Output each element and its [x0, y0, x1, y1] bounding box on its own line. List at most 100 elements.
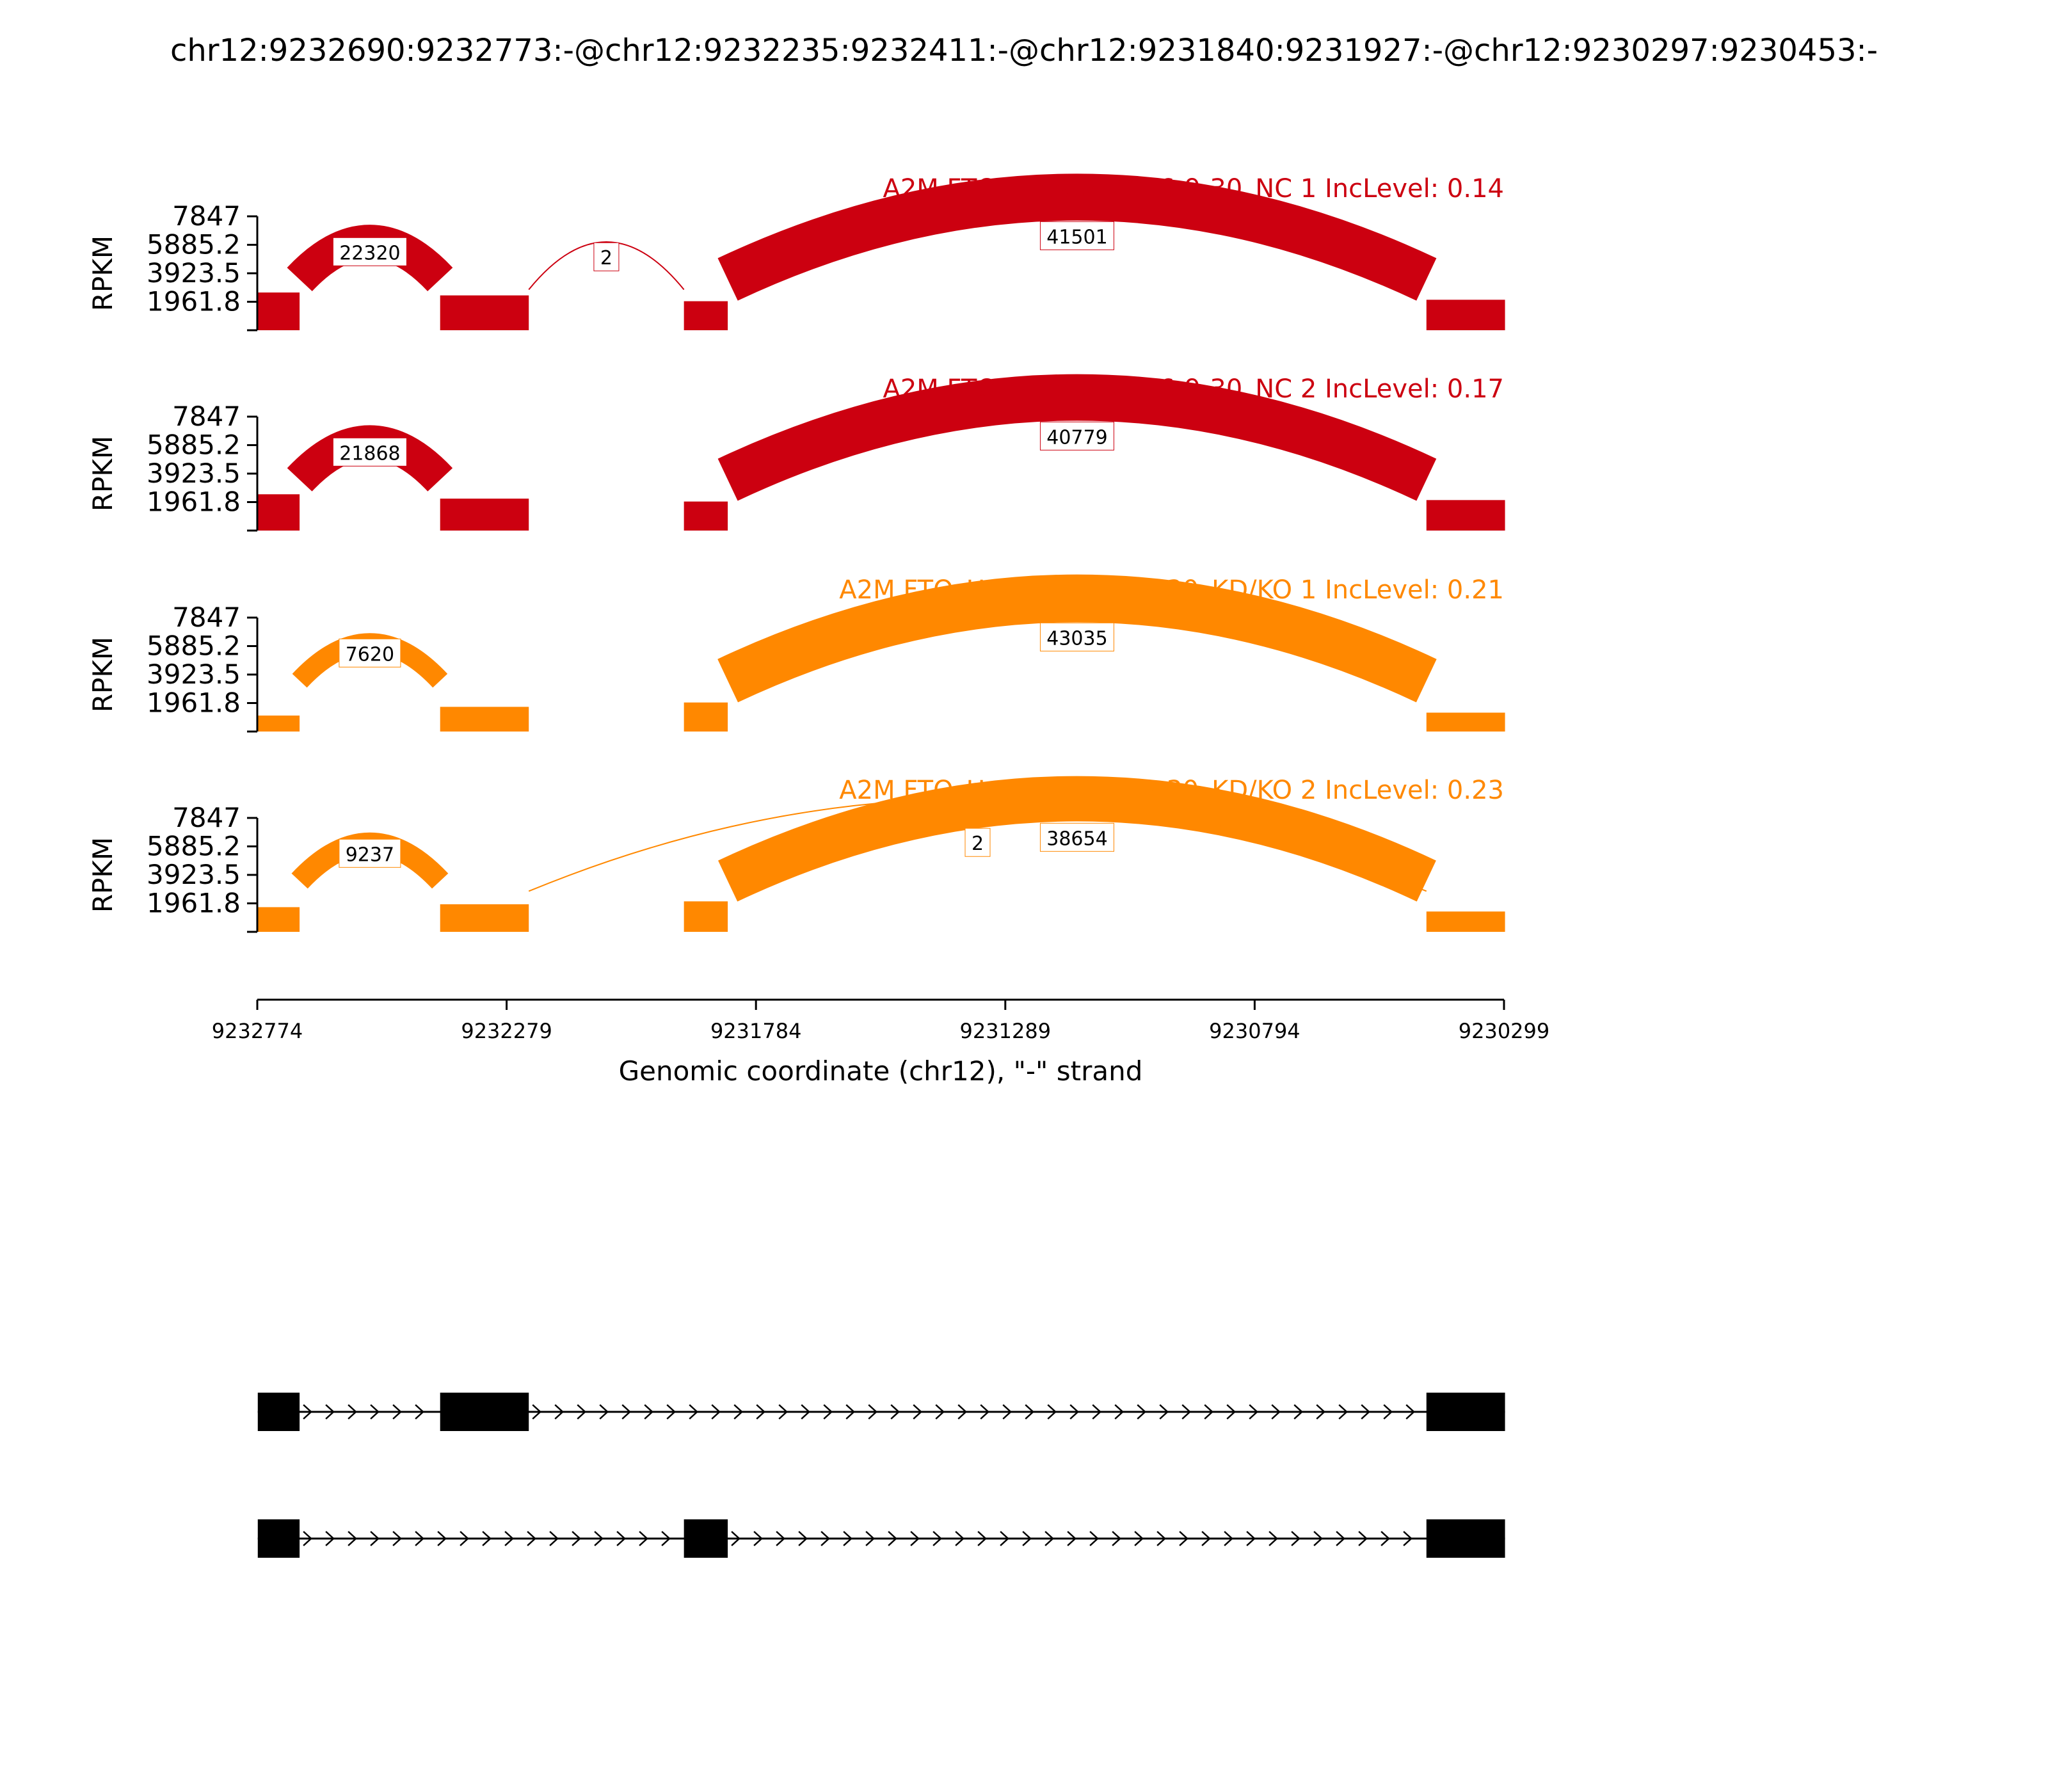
isoform-structures — [257, 1393, 1505, 1558]
strand-chevron-icon — [1338, 1404, 1348, 1420]
strand-chevron-icon — [1224, 1531, 1233, 1546]
exon-coverage-bar — [684, 901, 728, 932]
strand-chevron-icon — [1201, 1531, 1211, 1546]
junction-arc — [717, 574, 1437, 703]
exon-coverage-bar — [684, 702, 728, 732]
exon-coverage-bar — [440, 904, 529, 932]
junction-count-label: 38654 — [1046, 828, 1107, 850]
strand-chevron-icon — [733, 1404, 744, 1420]
strand-chevron-icon — [910, 1531, 920, 1546]
x-tick-label: 9232774 — [212, 1019, 303, 1043]
junction-count-label: 21868 — [339, 442, 400, 465]
junction-count-label: 9237 — [346, 844, 394, 866]
junction-arc — [528, 798, 1427, 892]
y-tick-label: 1961.8 — [147, 887, 241, 918]
strand-chevron-icon — [415, 1531, 424, 1546]
y-tick-label: 1961.8 — [147, 687, 241, 718]
strand-chevron-icon — [890, 1404, 900, 1420]
strand-chevron-icon — [1089, 1531, 1099, 1546]
strand-chevron-icon — [1403, 1531, 1412, 1546]
x-tick-label: 9231784 — [710, 1019, 802, 1043]
strand-chevron-icon — [460, 1531, 469, 1546]
y-tick-label: 7847 — [172, 401, 241, 432]
exon-block — [684, 1519, 728, 1558]
strand-chevron-icon — [756, 1404, 766, 1420]
junction-count-label: 41501 — [1046, 226, 1107, 248]
y-tick-label: 1961.8 — [147, 285, 241, 317]
track-3: 7620 43035 A2M FTO_HepG2_2016-9-30_KD/KO 1… — [87, 574, 1505, 733]
strand-chevron-icon — [572, 1531, 581, 1546]
strand-chevron-icon — [776, 1531, 785, 1546]
strand-chevron-icon — [644, 1404, 654, 1420]
junction-arc — [717, 173, 1437, 301]
strand-chevron-icon — [1044, 1531, 1054, 1546]
strand-chevron-icon — [845, 1404, 856, 1420]
y-tick-label: 1961.8 — [147, 486, 241, 517]
junction-arc — [718, 776, 1436, 902]
strand-chevron-icon — [778, 1404, 788, 1420]
exon-coverage-bar — [257, 907, 300, 932]
strand-chevron-icon — [1156, 1531, 1166, 1546]
strand-chevron-icon — [482, 1531, 492, 1546]
track-1: 22320 2 41501 A2M FTO_HepG2_2016-9-30_NC 1 … — [87, 173, 1505, 332]
y-tick-label: 3923.5 — [147, 659, 241, 690]
strand-chevron-icon — [1002, 1404, 1012, 1420]
x-tick-label: 9230299 — [1459, 1019, 1550, 1043]
exon-coverage-bar — [440, 707, 529, 732]
y-tick-label: 5885.2 — [147, 630, 241, 662]
strand-chevron-icon — [753, 1531, 763, 1546]
strand-chevron-icon — [554, 1404, 564, 1420]
track-label: A2M FTO_HepG2_2016-9-30_NC 1 IncLevel: 0… — [883, 174, 1504, 204]
strand-chevron-icon — [1383, 1404, 1393, 1420]
junction-count-box — [593, 242, 620, 271]
strand-chevron-icon — [1025, 1404, 1035, 1420]
junction-count-box — [1039, 221, 1114, 250]
exon-coverage-bar — [440, 499, 529, 531]
strand-chevron-icon — [504, 1531, 514, 1546]
strand-chevron-icon — [639, 1531, 648, 1546]
strand-chevron-icon — [392, 1531, 402, 1546]
strand-chevron-icon — [711, 1404, 721, 1420]
y-axis-label: RPKM — [87, 436, 118, 511]
exon-block — [257, 1393, 300, 1431]
strand-chevron-icon — [1316, 1404, 1326, 1420]
junction-count-label: 2 — [600, 247, 612, 269]
strand-chevron-icon — [370, 1531, 380, 1546]
strand-chevron-icon — [666, 1404, 676, 1420]
strand-chevron-icon — [731, 1531, 740, 1546]
strand-chevron-icon — [801, 1404, 811, 1420]
strand-chevron-icon — [1181, 1404, 1192, 1420]
junction-count-box — [339, 838, 401, 868]
junction-count-label: 22320 — [339, 242, 400, 264]
strand-chevron-icon — [577, 1404, 587, 1420]
exon-coverage-bar — [1426, 712, 1505, 732]
strand-chevron-icon — [1291, 1531, 1300, 1546]
junction-count-label: 2 — [972, 833, 984, 855]
track-2: 21868 40779 A2M FTO_HepG2_2016-9-30_NC 2 I… — [87, 374, 1505, 532]
exon-coverage-bar — [1426, 500, 1505, 531]
strand-chevron-icon — [1361, 1404, 1371, 1420]
strand-chevron-icon — [1313, 1531, 1323, 1546]
strand-chevron-icon — [616, 1531, 626, 1546]
y-tick-label: 7847 — [172, 200, 241, 232]
strand-chevron-icon — [621, 1404, 632, 1420]
strand-chevron-icon — [1226, 1404, 1236, 1420]
strand-chevron-icon — [1249, 1404, 1259, 1420]
junction-count-box — [332, 437, 407, 467]
y-axis-label: RPKM — [87, 236, 118, 311]
strand-chevron-icon — [1022, 1531, 1032, 1546]
strand-chevron-icon — [1204, 1404, 1214, 1420]
isoform-1 — [257, 1393, 1505, 1431]
coverage-tracks: 22320 2 41501 A2M FTO_HepG2_2016-9-30_NC 1 … — [87, 173, 1505, 933]
strand-chevron-icon — [1179, 1531, 1188, 1546]
strand-chevron-icon — [599, 1404, 609, 1420]
strand-chevron-icon — [689, 1404, 699, 1420]
strand-chevron-icon — [549, 1531, 559, 1546]
exon-coverage-bar — [257, 716, 300, 732]
strand-chevron-icon — [935, 1404, 945, 1420]
strand-chevron-icon — [1358, 1531, 1368, 1546]
x-tick-label: 9232279 — [461, 1019, 552, 1043]
exon-coverage-bar — [257, 292, 300, 330]
